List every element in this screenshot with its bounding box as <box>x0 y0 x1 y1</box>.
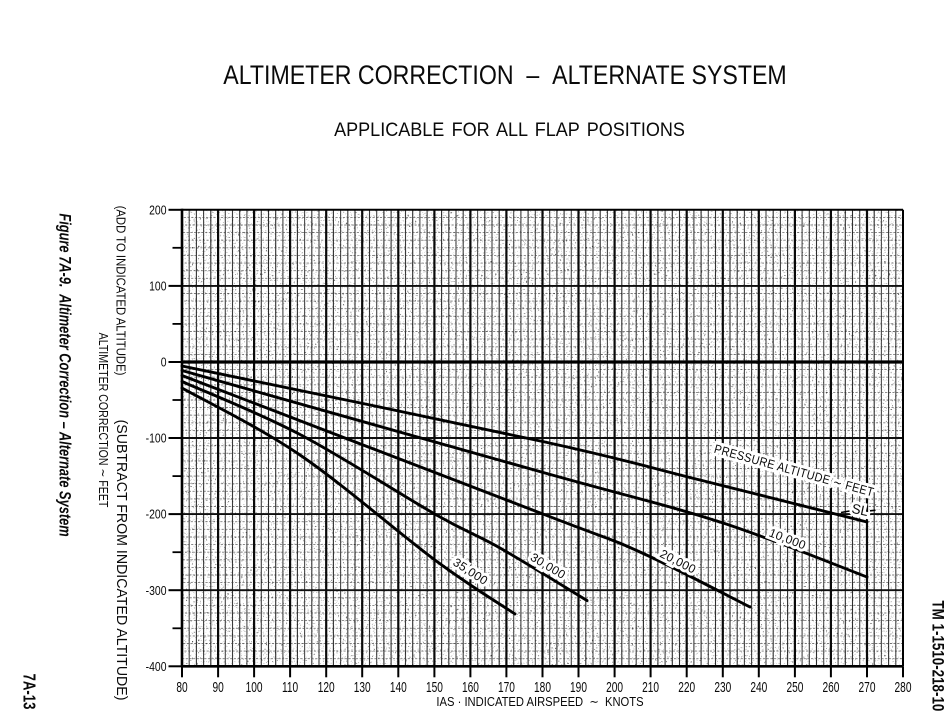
svg-text:7A-13: 7A-13 <box>19 673 38 709</box>
svg-text:240: 240 <box>750 679 767 695</box>
svg-text:Figure 7A-9. Altimeter Correc: Figure 7A-9. Altimeter Correction – Alte… <box>55 213 73 536</box>
svg-text:-200: -200 <box>146 508 167 522</box>
svg-text:-400: -400 <box>146 660 167 674</box>
svg-text:200: 200 <box>149 203 167 217</box>
svg-text:TM 1-1510-218-10: TM 1-1510-218-10 <box>928 600 947 711</box>
svg-text:IAS · INDICATED AIRSPEED ∼ K: IAS · INDICATED AIRSPEED ∼ KNOTS <box>436 694 643 709</box>
svg-text:-300: -300 <box>146 584 167 598</box>
svg-text:170: 170 <box>498 679 515 695</box>
svg-text:200: 200 <box>606 679 623 695</box>
svg-text:250: 250 <box>786 679 803 695</box>
svg-text:220: 220 <box>678 679 695 695</box>
svg-text:130: 130 <box>354 679 371 695</box>
svg-text:APPLICABLE FOR ALL FLAP POSITI: APPLICABLE FOR ALL FLAP POSITIONS <box>334 118 685 140</box>
svg-text:100: 100 <box>149 279 167 293</box>
svg-text:ALTIMETER CORRECTION – ALTER: ALTIMETER CORRECTION – ALTERNATE SYSTEM <box>223 60 786 90</box>
svg-text:(ADD TO INDICATED ALTITUDE): (ADD TO INDICATED ALTITUDE) <box>114 206 129 376</box>
svg-text:230: 230 <box>714 679 731 695</box>
svg-text:150: 150 <box>426 679 443 695</box>
svg-text:140: 140 <box>390 679 407 695</box>
svg-text:0: 0 <box>161 356 167 370</box>
svg-text:80: 80 <box>176 679 187 695</box>
svg-text:100: 100 <box>246 679 263 695</box>
svg-text:210: 210 <box>642 679 659 695</box>
svg-text:120: 120 <box>318 679 335 695</box>
svg-text:160: 160 <box>462 679 479 695</box>
svg-text:ALTIMETER CORRECTION ∼ FEET: ALTIMETER CORRECTION ∼ FEET <box>96 333 109 508</box>
svg-text:180: 180 <box>534 679 551 695</box>
svg-text:(SUBTRACT FROM INDICATED ALTIT: (SUBTRACT FROM INDICATED ALTITUDE) <box>113 420 129 701</box>
svg-text:190: 190 <box>570 679 587 695</box>
svg-text:280: 280 <box>895 679 912 695</box>
svg-text:270: 270 <box>859 679 876 695</box>
svg-text:110: 110 <box>282 679 298 695</box>
svg-text:260: 260 <box>822 679 839 695</box>
svg-text:-100: -100 <box>146 432 167 446</box>
svg-text:90: 90 <box>212 679 223 695</box>
